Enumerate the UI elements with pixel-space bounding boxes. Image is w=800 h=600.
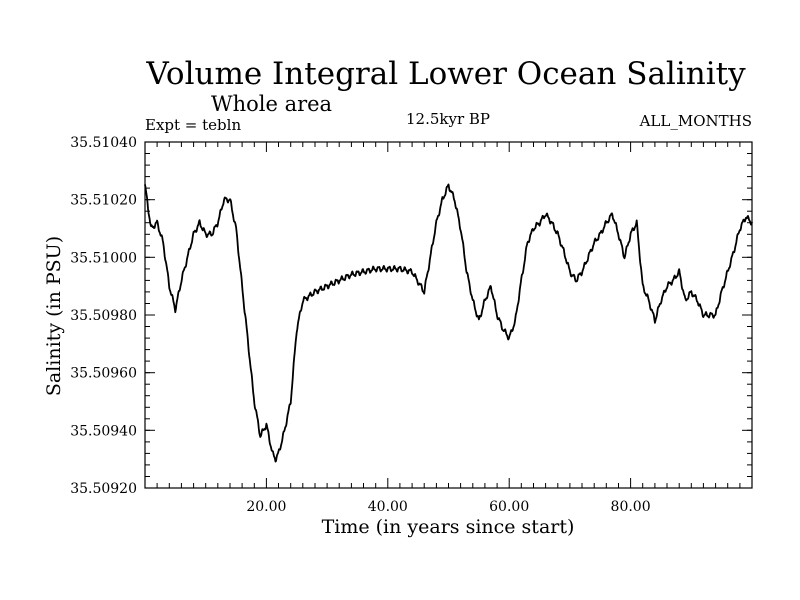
x-tick-label: 20.00 (246, 499, 286, 515)
months-label: ALL_MONTHS (639, 112, 752, 130)
y-tick-label: 35.50920 (70, 481, 137, 497)
series-line-salinity (144, 183, 753, 463)
chart-title: Volume Integral Lower Ocean Salinity (145, 56, 746, 92)
plot-content: 20.00 40.00 60.00 80.00 35.50920 35.50940 35.5… (70, 135, 753, 515)
y-tick-label: 35.51000 (70, 250, 137, 266)
x-tick-label: 80.00 (611, 499, 651, 515)
y-tick-label: 35.50960 (70, 366, 137, 382)
x-axis-label: Time (in years since start) (322, 516, 575, 538)
x-tick-label: 60.00 (489, 499, 529, 515)
y-tick-label: 35.51020 (70, 193, 137, 209)
period-label: 12.5kyr BP (406, 110, 490, 128)
chart-subtitle: Whole area (211, 92, 332, 116)
x-tick-label: 40.00 (368, 499, 408, 515)
y-tick-label: 35.50940 (70, 423, 137, 439)
plot-frame (144, 141, 753, 489)
experiment-label: Expt = tebln (145, 116, 241, 134)
y-tick-label: 35.50980 (70, 308, 137, 324)
y-axis-label: Salinity (in PSU) (43, 236, 65, 396)
y-tick-label: 35.51040 (70, 135, 137, 151)
